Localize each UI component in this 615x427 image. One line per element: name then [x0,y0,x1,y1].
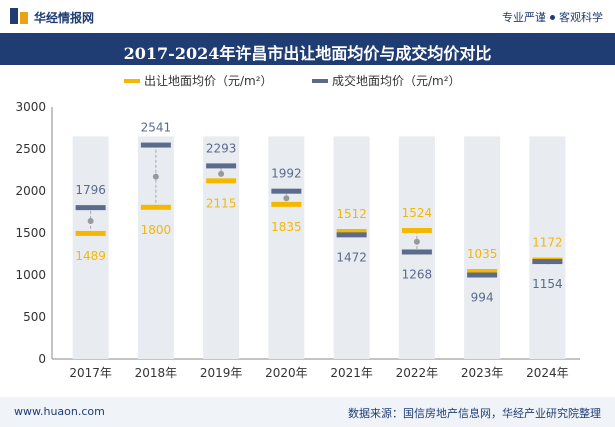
chart-title: 2017-2024年许昌市出让地面均价与成交均价对比 [123,44,492,63]
y-tick-label: 2000 [15,184,46,198]
x-tick-label: 2019年 [200,366,243,380]
marker-series-b [140,142,171,148]
y-tick-label: 0 [38,352,46,366]
data-label-series-b: 2293 [206,141,237,155]
connector-dot [152,173,159,180]
data-label-series-b: 1992 [271,167,302,181]
category-background-bar [72,136,109,359]
category-background-bar [529,136,566,359]
y-tick-label: 3000 [15,100,46,114]
footer: www.huaon.com 数据来源：国信房地产信息网，华经产业研究院整理 [0,397,615,427]
y-tick-label: 500 [23,310,46,324]
legend-label-series-b: 成交地面均价（元/m²） [332,73,461,88]
marker-series-b [532,259,563,265]
marker-series-a [336,228,367,234]
marker-series-a [401,227,432,233]
data-label-series-b: 1154 [532,277,563,291]
marker-series-a [140,204,171,210]
x-tick-label: 2017年 [69,366,112,380]
data-label-series-a: 1489 [75,249,106,263]
x-tick-label: 2020年 [265,366,308,380]
tagline-right: 客观科学 [559,11,603,24]
data-label-series-a: 1172 [532,236,563,250]
connector-dot [218,170,225,177]
marker-series-a [271,201,302,207]
connector-dot [283,195,290,202]
x-tick-label: 2022年 [396,366,439,380]
y-tick-label: 1000 [15,268,46,282]
legend-swatch-series-b [312,79,328,83]
legend-label-series-a: 出让地面均价（元/m²） [144,74,273,88]
chart: 出让地面均价（元/m²） 成交地面均价（元/m²） 0 500 1000 1500 2000… [15,73,580,380]
connector-dot [413,238,420,245]
data-label-series-a: 1524 [402,206,433,220]
x-tick-label: 2023年 [461,366,504,380]
marker-series-a [75,230,106,236]
connector-dot [87,218,94,225]
category-background-bar [268,136,305,359]
separator-dot-icon [550,14,555,20]
data-label-series-b: 1472 [336,250,367,264]
x-tick-label: 2024年 [526,366,569,380]
data-label-series-b: 994 [471,291,494,305]
x-tick-label: 2018年 [135,366,178,380]
top-bar: 华经情报网 专业严谨 客观科学 [0,0,615,33]
data-label-series-a: 1512 [336,207,367,221]
marker-series-b [271,188,302,194]
data-label-series-a: 1835 [271,220,302,234]
data-label-series-b: 1268 [402,267,433,281]
tagline: 专业严谨 客观科学 [502,9,603,25]
data-label-series-a: 1800 [141,223,172,237]
title-bar: 2017-2024年许昌市出让地面均价与成交均价对比 [0,33,615,65]
category-background-bar [464,136,501,359]
brand-logo-icon [10,8,28,24]
footer-url: www.huaon.com [14,405,105,418]
legend-swatch-series-a [124,79,140,83]
footer-source: 数据来源：国信房地产信息网，华经产业研究院整理 [348,407,601,420]
data-label-series-a: 2115 [206,196,237,210]
marker-series-b [206,163,237,169]
marker-series-b [467,272,498,278]
marker-series-b [336,232,367,238]
brand-name: 华经情报网 [34,11,95,25]
x-tick-label: 2021年 [330,366,373,380]
marker-series-b [75,205,106,211]
marker-series-a [206,178,237,184]
data-label-series-b: 1796 [75,183,106,197]
marker-series-b [401,249,432,255]
y-tick-label: 2500 [15,142,46,156]
tagline-left: 专业严谨 [502,11,546,24]
marker-series-a [467,269,498,275]
category-background-bar [137,136,174,359]
category-background-bar [333,136,370,359]
data-label-series-a: 1035 [467,247,498,261]
data-label-series-b: 2541 [141,121,172,135]
y-tick-label: 1500 [15,226,46,240]
